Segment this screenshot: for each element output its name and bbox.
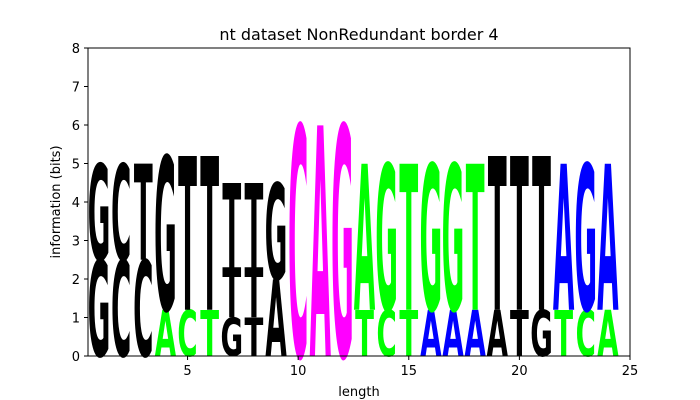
logo-letter-17-0: A <box>442 298 463 372</box>
x-axis-label: length <box>338 385 379 400</box>
logo-letter-4-0: A <box>155 298 176 372</box>
logo-letter-20-1: T <box>510 115 529 360</box>
x-tick-label-1: 10 <box>290 364 307 379</box>
y-tick-label-3: 3 <box>72 235 80 250</box>
logo-letter-16-1: G <box>420 123 443 357</box>
logo-letter-10-0: C <box>288 63 308 400</box>
y-tick-label-0: 0 <box>72 350 80 365</box>
logo-letter-24-0: A <box>597 298 618 372</box>
logo-letter-12-0: G <box>331 63 354 400</box>
logo-letter-19-0: A <box>487 298 508 372</box>
logo-letter-15-0: T <box>399 298 418 372</box>
logo-letter-8-0: T <box>245 307 264 368</box>
logo-letter-23-1: G <box>574 123 597 357</box>
logo-letter-5-0: C <box>177 298 197 372</box>
logo-letter-7-0: G <box>220 307 243 368</box>
logo-letter-19-1: T <box>488 115 507 360</box>
logo-letter-16-0: A <box>420 298 441 372</box>
logo-letter-22-1: A <box>553 123 574 357</box>
y-tick-label-5: 5 <box>72 158 80 173</box>
x-tick-label-0: 5 <box>183 364 191 379</box>
logo-letter-7-1: T <box>222 256 241 335</box>
logo-letter-6-1: T <box>200 115 219 360</box>
y-tick-label-8: 8 <box>72 42 80 57</box>
logo-letter-14-0: C <box>377 298 397 372</box>
axes: 5 10 15 20 25 0 1 2 3 4 5 6 7 8 <box>72 42 639 379</box>
logo-letter-18-1: T <box>466 123 485 357</box>
logo-letter-13-0: T <box>355 298 374 372</box>
logo-letter-24-1: A <box>597 123 618 357</box>
logo-letter-9-0: A <box>265 259 286 382</box>
y-axis-label: information (bits) <box>49 145 64 258</box>
logo-letter-22-0: T <box>554 298 573 372</box>
logo-letter-17-1: G <box>442 123 465 357</box>
logo-letter-4-1: G <box>154 115 177 360</box>
plot-area <box>88 48 630 356</box>
logo-letter-13-1: A <box>354 123 375 357</box>
logo-letter-9-1: G <box>265 159 288 311</box>
logo-letter-15-1: T <box>399 123 418 357</box>
logo-letter-6-0: T <box>200 298 219 372</box>
logo-letter-21-0: G <box>530 298 553 372</box>
logo-letter-8-2: T <box>245 160 264 295</box>
y-tick-label-4: 4 <box>72 196 80 211</box>
logo-letter-3-1: T <box>134 139 153 291</box>
x-tick-label-4: 25 <box>622 364 639 379</box>
logo-letter-5-1: T <box>178 115 197 360</box>
y-tick-label-6: 6 <box>72 119 80 134</box>
x-tick-label-2: 15 <box>401 364 418 379</box>
logo-letter-14-1: G <box>375 123 398 357</box>
logo-letter-1-0: G <box>88 236 111 388</box>
logo-letter-18-0: A <box>464 298 485 372</box>
x-tick-label-3: 20 <box>511 364 528 379</box>
logo-letter-11-0: A <box>310 63 331 400</box>
logo-letter-2-0: C <box>111 236 131 388</box>
y-tick-label-1: 1 <box>72 312 80 327</box>
logo-letter-20-0: T <box>510 298 529 372</box>
logo-letter-7-2: T <box>222 160 241 295</box>
chart-title: nt dataset NonRedundant border 4 <box>219 25 498 44</box>
logo-letter-3-0: C <box>133 236 153 388</box>
y-tick-label-7: 7 <box>72 81 80 96</box>
logo-letter-21-1: T <box>532 115 551 360</box>
logo-letter-23-0: C <box>576 298 596 372</box>
y-tick-label-2: 2 <box>72 273 80 288</box>
logo-letter-1-1: G <box>88 139 111 291</box>
logo-letter-2-1: C <box>111 139 131 291</box>
plot-background <box>88 48 630 356</box>
logo-letter-8-1: T <box>245 256 264 335</box>
